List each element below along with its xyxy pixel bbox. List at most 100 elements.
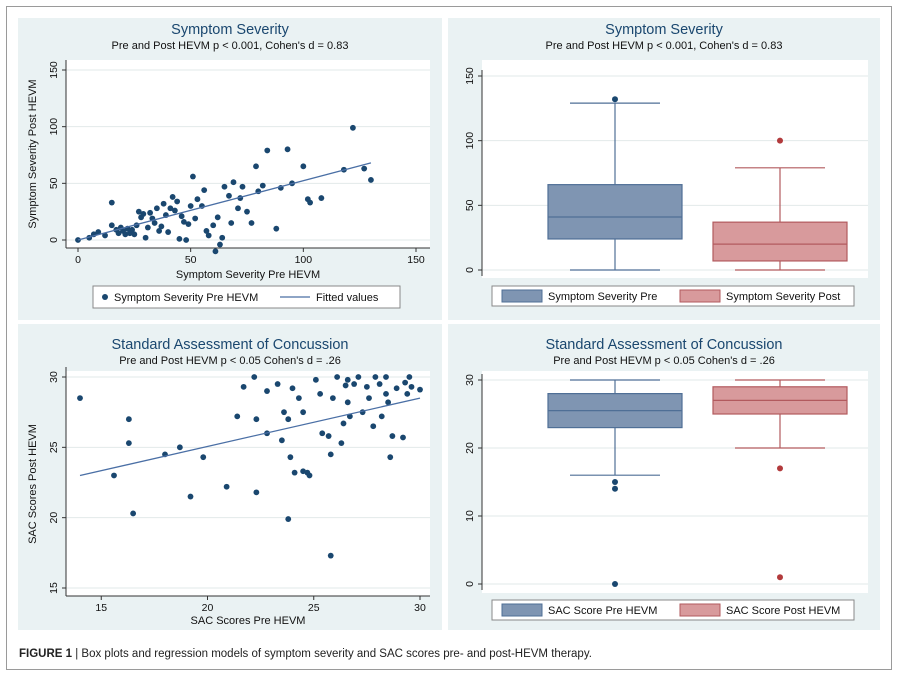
scatter-point xyxy=(273,225,280,232)
chart-title: Standard Assessment of Concussion xyxy=(112,337,349,353)
y-axis-label: SAC Scores Post HEVM xyxy=(27,424,39,544)
scatter-point xyxy=(295,395,302,401)
scatter-point xyxy=(289,385,296,392)
scatter-point xyxy=(366,395,372,401)
y-tick-label: 10 xyxy=(464,510,476,522)
scatter-point xyxy=(230,179,237,186)
outlier-point xyxy=(777,574,783,581)
legend-label-post: SAC Score Post HEVM xyxy=(726,605,840,617)
scatter-point xyxy=(171,207,178,214)
scatter-point xyxy=(253,489,260,496)
x-tick-label: 0 xyxy=(75,254,81,266)
panel-scatter-symptom: Symptom Severity Pre and Post HEVM p < 0… xyxy=(18,18,442,320)
scatter-point xyxy=(174,198,181,205)
scatter-point xyxy=(194,196,201,203)
scatter-point xyxy=(151,220,158,226)
scatter-point xyxy=(125,416,132,423)
scatter-point xyxy=(329,395,336,401)
scatter-point xyxy=(400,434,406,441)
x-axis-label: Symptom Severity Pre HEVM xyxy=(176,269,320,281)
x-tick-label: 50 xyxy=(185,254,197,266)
outlier-point xyxy=(612,479,618,485)
y-tick-label: 50 xyxy=(464,199,476,211)
scatter-point xyxy=(287,454,294,461)
scatter-point xyxy=(285,416,292,423)
legend-label-points: Symptom Severity Pre HEVM xyxy=(114,292,258,304)
scatter-point xyxy=(75,237,81,243)
y-tick-label: 20 xyxy=(48,512,60,524)
scatter-point xyxy=(108,222,115,229)
scatter-point xyxy=(342,382,349,389)
scatter-point xyxy=(259,182,266,189)
scatter-point xyxy=(185,221,192,228)
x-tick-label: 25 xyxy=(308,602,320,614)
scatter-point xyxy=(111,472,117,479)
scatter-point xyxy=(219,234,226,241)
scatter-point xyxy=(234,413,241,420)
scatter-point xyxy=(135,208,142,215)
scatter-point xyxy=(226,192,232,199)
caption-text: | Box plots and regression models of sym… xyxy=(72,648,592,660)
scatter-point xyxy=(130,510,137,517)
scatter-point xyxy=(223,483,230,490)
scatter-point xyxy=(131,231,138,238)
scatter-point xyxy=(327,552,334,559)
scatter-point xyxy=(376,381,383,387)
scatter-point xyxy=(187,203,194,209)
scatter-point xyxy=(325,433,332,439)
scatter-point xyxy=(158,223,165,230)
scatter-point xyxy=(368,177,374,183)
scatter-point xyxy=(156,228,163,234)
panel-scatter-sac: Standard Assessment of Concussion Pre an… xyxy=(18,324,442,630)
scatter-point xyxy=(176,444,183,451)
box-iqr xyxy=(547,184,683,240)
y-tick-label: 0 xyxy=(464,581,476,587)
scatter-point xyxy=(108,199,115,206)
scatter-point xyxy=(406,374,413,380)
chart-title: Symptom Severity xyxy=(171,22,289,38)
y-tick-label: 100 xyxy=(48,118,60,136)
y-tick-label: 150 xyxy=(48,61,60,79)
y-tick-label: 15 xyxy=(48,582,60,594)
outlier-point xyxy=(612,96,618,103)
scatter-point xyxy=(385,399,392,406)
scatter-point xyxy=(129,226,135,233)
scatter-point xyxy=(122,231,129,238)
scatter-point xyxy=(318,195,325,201)
scatter-point xyxy=(221,183,228,190)
scatter-point xyxy=(285,516,292,522)
scatter-point xyxy=(201,187,208,194)
chart-subtitle: Pre and Post HEVM p < 0.05 Cohen's d = .… xyxy=(553,355,775,367)
plot-area xyxy=(66,60,430,248)
plot-area xyxy=(66,371,430,596)
scatter-point xyxy=(306,472,313,479)
legend-swatch-pre xyxy=(501,289,543,303)
scatter-point xyxy=(264,147,271,154)
legend-box xyxy=(92,285,401,309)
scatter-point xyxy=(350,124,356,131)
scatter-point xyxy=(264,388,270,394)
legend-box xyxy=(491,285,855,307)
scatter-point xyxy=(284,146,291,153)
legend-swatch-post xyxy=(679,289,721,303)
scatter-point xyxy=(393,385,400,392)
scatter-point xyxy=(165,229,172,235)
scatter-point xyxy=(147,209,154,216)
x-tick-label: 30 xyxy=(414,602,426,614)
scatter-point xyxy=(408,383,415,390)
chart-title: Standard Assessment of Concussion xyxy=(546,337,783,353)
scatter-point xyxy=(387,454,394,461)
outlier-point xyxy=(777,465,783,472)
scatter-point xyxy=(281,409,287,416)
legend-swatch-post xyxy=(679,603,721,617)
scatter-point xyxy=(389,433,396,439)
figure-svg: Symptom Severity Pre and Post HEVM p < 0… xyxy=(18,18,880,630)
scatter-point xyxy=(125,440,132,447)
scatter-point xyxy=(178,213,185,220)
scatter-point xyxy=(228,220,235,226)
fitted-line xyxy=(79,397,421,477)
y-tick-label: 50 xyxy=(48,177,60,189)
x-tick-label: 20 xyxy=(202,602,214,614)
legend-label-fit: Fitted values xyxy=(316,292,379,304)
scatter-point xyxy=(383,390,389,397)
